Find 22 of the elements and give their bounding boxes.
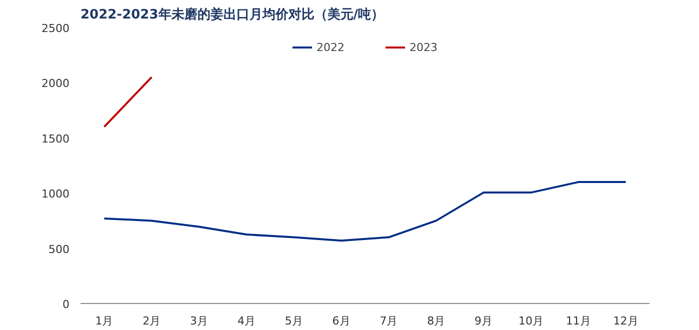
x-tick-label: 7月 bbox=[380, 314, 398, 328]
x-tick-label: 2月 bbox=[142, 314, 161, 328]
x-tick-label: 8月 bbox=[427, 314, 446, 328]
y-tick-label: 500 bbox=[48, 242, 70, 256]
y-tick-label: 1500 bbox=[42, 132, 70, 146]
x-tick-label: 1月 bbox=[95, 314, 114, 328]
y-tick-label: 1000 bbox=[42, 188, 70, 201]
line-series bbox=[103, 181, 627, 242]
x-tick-label: 3月 bbox=[190, 314, 208, 328]
y-tick-label: 0 bbox=[62, 298, 70, 311]
chart-title: 2022-2023年未磨的姜出口月均价对比（美元/吨） bbox=[80, 6, 384, 22]
legend-label: 2023 bbox=[410, 40, 438, 54]
x-tick-label: 6月 bbox=[332, 314, 350, 328]
x-tick-label: 10月 bbox=[518, 314, 544, 328]
y-tick-label: 2000 bbox=[42, 77, 70, 90]
x-tick-label: 11月 bbox=[566, 314, 591, 328]
x-tick-label: 9月 bbox=[474, 314, 493, 328]
x-tick-label: 5月 bbox=[284, 314, 303, 328]
x-tick-label: 12月 bbox=[613, 314, 638, 328]
x-tick-label: 4月 bbox=[237, 314, 256, 328]
legend-label: 2022 bbox=[316, 40, 344, 54]
y-tick-label: 2500 bbox=[42, 22, 70, 35]
